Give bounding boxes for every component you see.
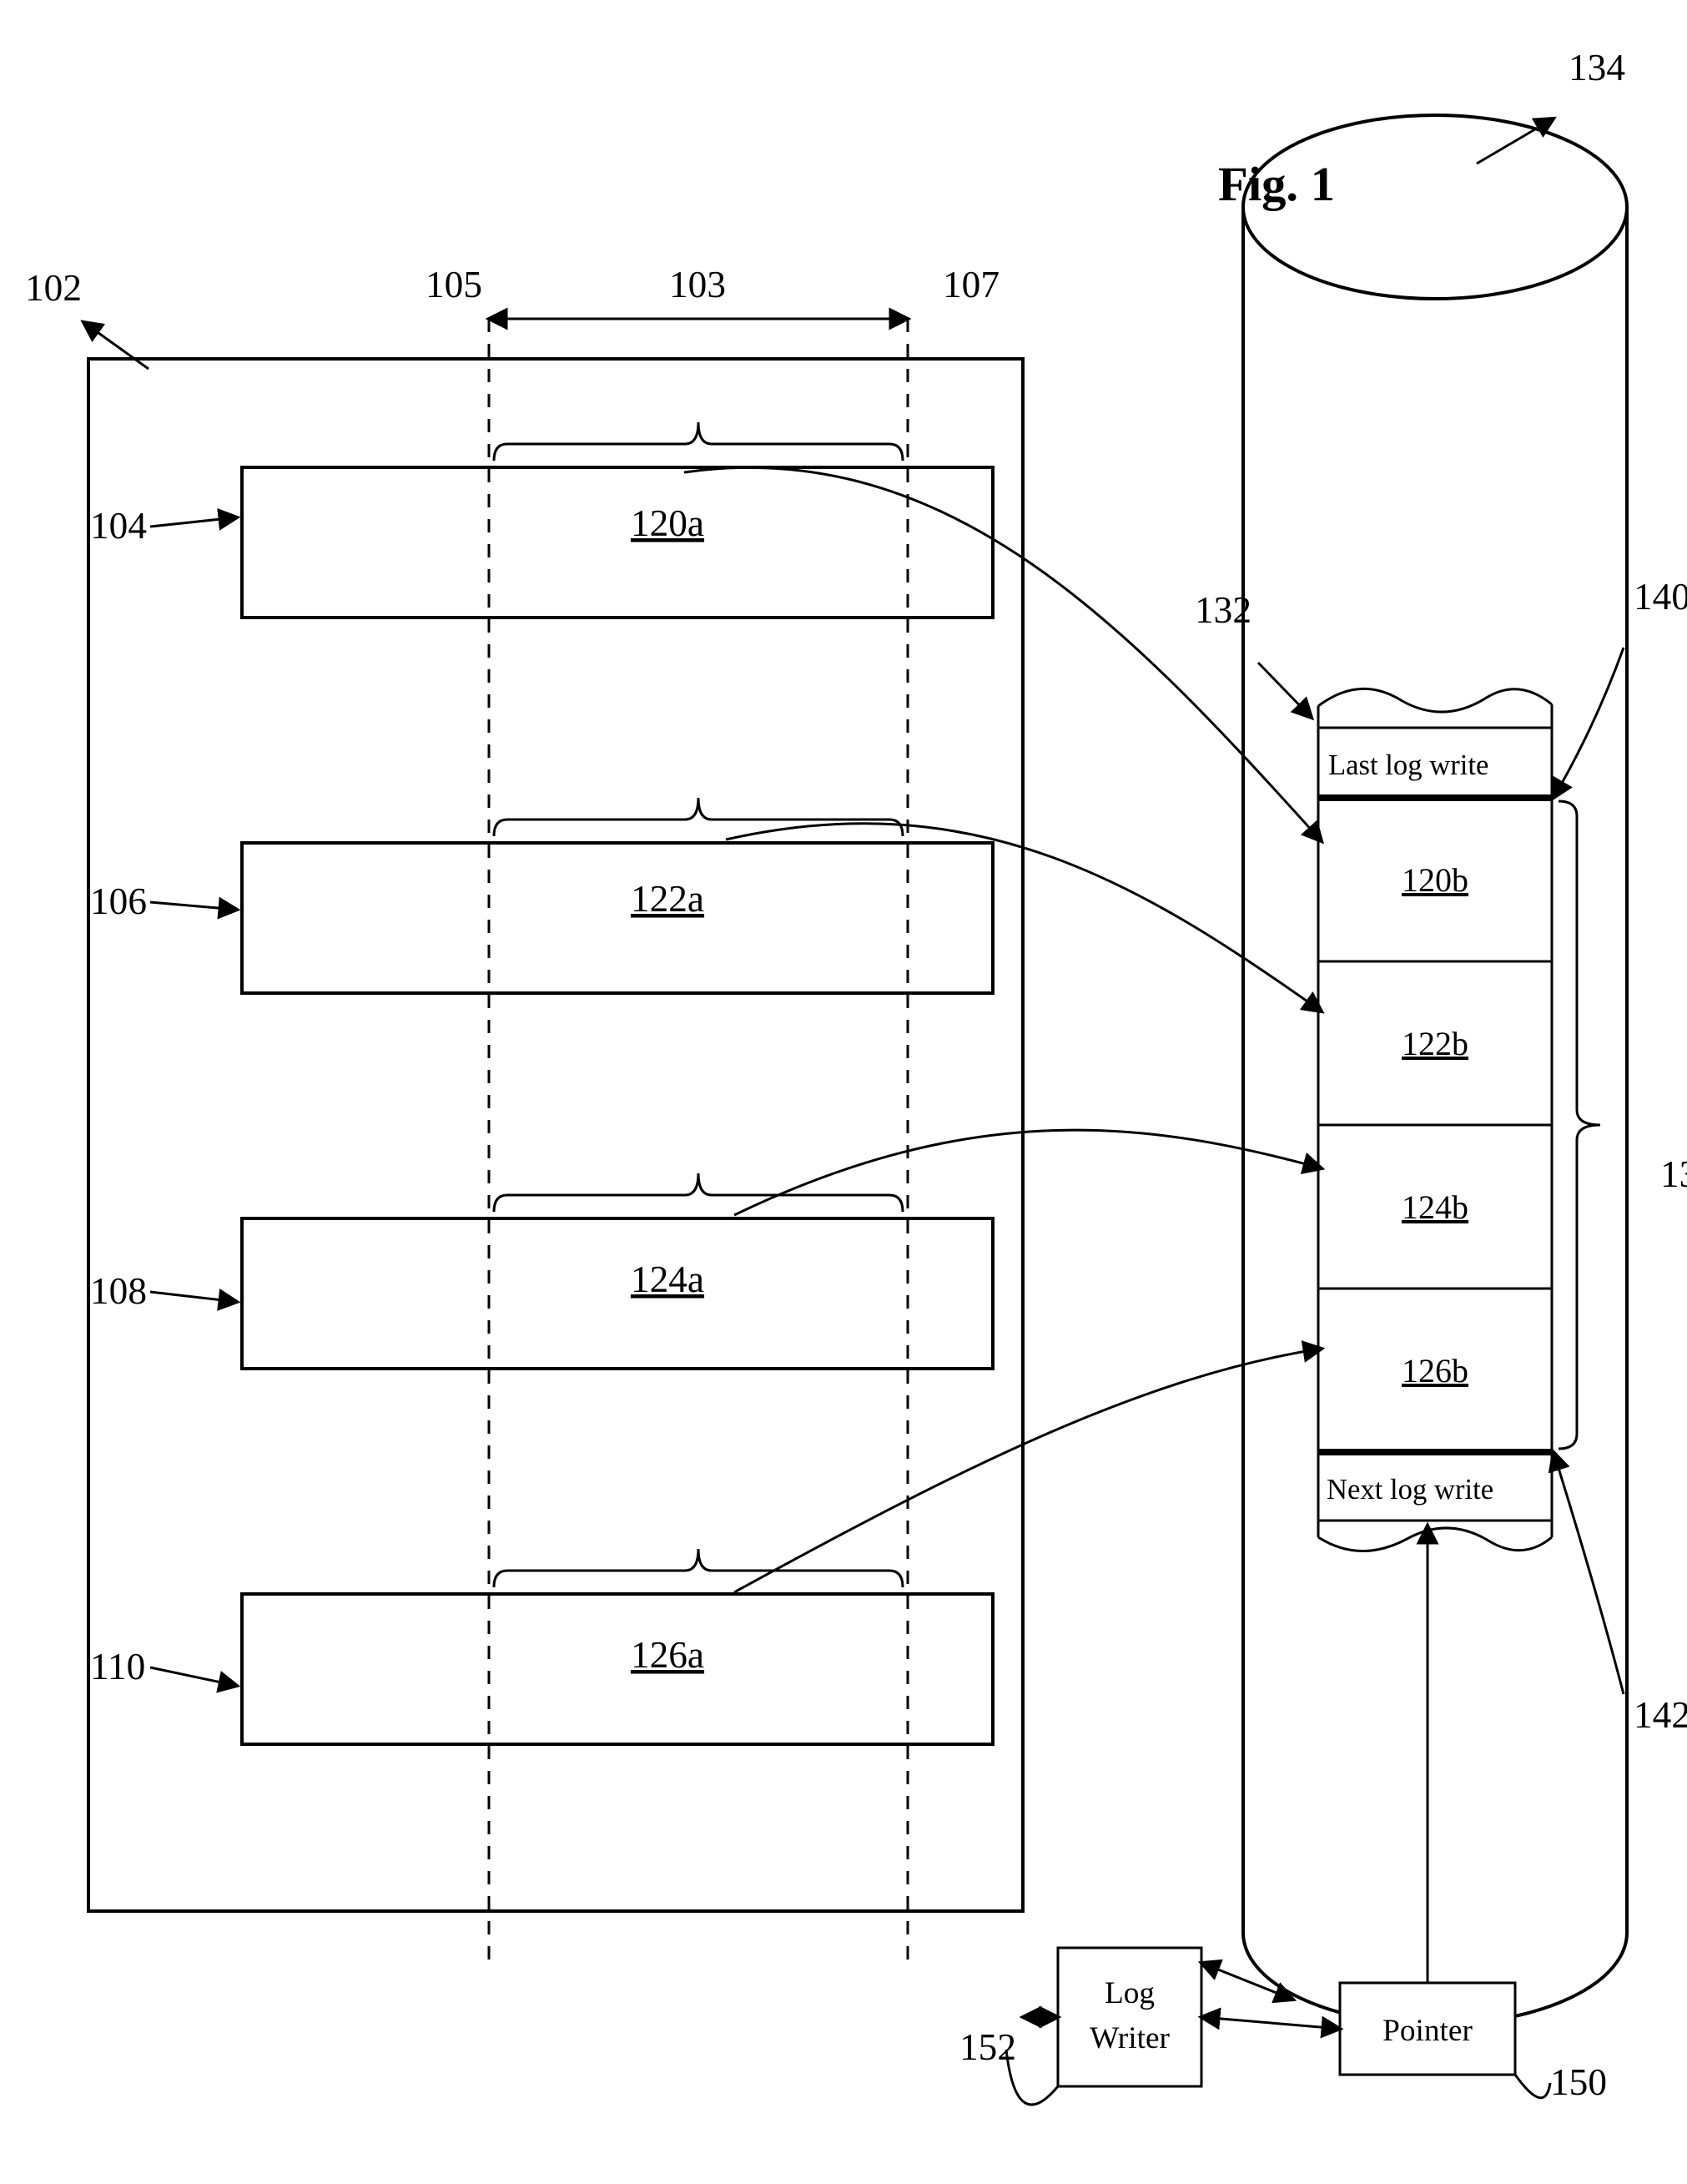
svg-text:106: 106: [90, 880, 147, 922]
log-writer-box: [1058, 1948, 1201, 2086]
log-writer-line2: Writer: [1090, 2021, 1170, 2055]
strand-box-0: [242, 467, 993, 618]
svg-text:132: 132: [1195, 589, 1251, 631]
svg-text:142: 142: [1634, 1694, 1687, 1736]
callout-150: [1515, 2075, 1550, 2098]
log-row-0: 120b: [1402, 861, 1468, 899]
next-log-write-label: Next log write: [1327, 1474, 1493, 1506]
svg-text:110: 110: [90, 1646, 145, 1687]
pointer-label: Pointer: [1382, 2014, 1473, 2048]
figure-title: Fig. 1: [1218, 157, 1335, 211]
svg-text:134: 134: [1569, 47, 1625, 88]
strand-box-1: [242, 843, 993, 993]
log-row-2: 124b: [1402, 1188, 1468, 1226]
strand-region-label-3: 126a: [631, 1634, 704, 1676]
svg-text:105: 105: [426, 264, 482, 305]
svg-text:107: 107: [943, 264, 1000, 305]
strand-box-2: [242, 1218, 993, 1369]
svg-text:140: 140: [1634, 576, 1687, 618]
svg-text:104: 104: [90, 505, 147, 547]
svg-text:102: 102: [25, 267, 82, 309]
last-log-write-label: Last log write: [1328, 749, 1488, 781]
strand-box-3: [242, 1594, 993, 1744]
arrow-logwriter-pointer: [1201, 2017, 1340, 2029]
storage-cylinder-body: [1243, 207, 1627, 2025]
svg-text:103: 103: [669, 264, 726, 305]
svg-text:130: 130: [1660, 1153, 1687, 1195]
strand-region-label-2: 124a: [631, 1258, 704, 1300]
svg-text:150: 150: [1550, 2061, 1607, 2103]
log-row-3: 126b: [1402, 1352, 1468, 1390]
svg-text:152: 152: [959, 2026, 1016, 2068]
strand-region-label-0: 120a: [631, 502, 704, 544]
svg-text:108: 108: [90, 1270, 147, 1312]
log-writer-line1: Log: [1105, 1976, 1155, 2010]
strand-region-label-1: 122a: [631, 878, 704, 920]
log-row-1: 122b: [1402, 1025, 1468, 1062]
